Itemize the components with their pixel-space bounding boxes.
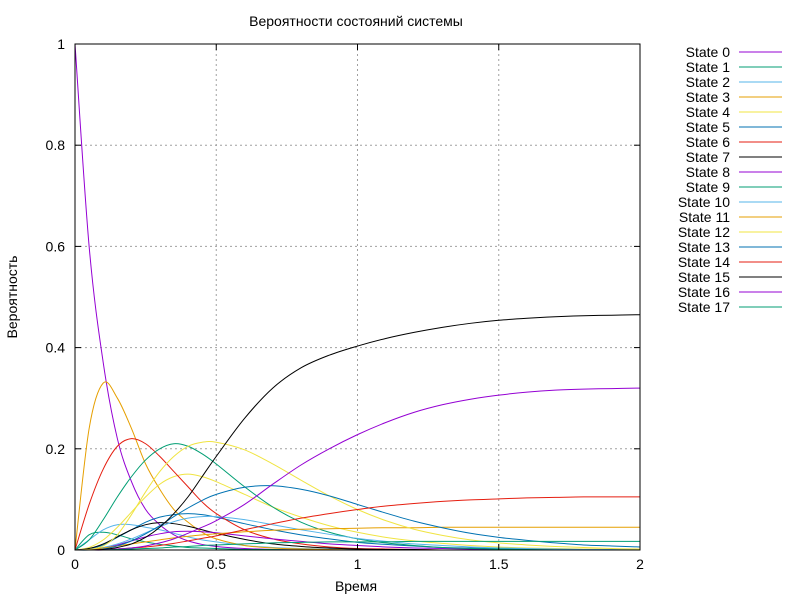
series-line-state-9	[74, 443, 640, 551]
series-line-state-10	[74, 515, 640, 551]
series-line-state-13	[74, 485, 641, 551]
legend-label: State 11	[679, 209, 730, 225]
legend-label: State 1	[686, 59, 731, 75]
legend-label: State 17	[678, 299, 730, 315]
legend-label: State 16	[678, 284, 730, 300]
legend-label: State 0	[686, 44, 731, 60]
series-line-state-17	[74, 540, 640, 551]
legend-label: State 9	[686, 179, 731, 195]
legend-label: State 4	[686, 104, 731, 120]
y-tick-label: 0	[57, 542, 65, 558]
x-tick-label: 0	[71, 556, 79, 572]
legend-label: State 15	[678, 269, 730, 285]
grid	[75, 44, 640, 550]
y-tick-label: 0.6	[46, 238, 66, 254]
series-line-state-15	[74, 314, 641, 551]
x-tick-label: 1	[354, 556, 362, 572]
legend-label: State 6	[686, 134, 731, 150]
legend-label: State 3	[686, 89, 731, 105]
legend-label: State 10	[678, 194, 730, 210]
legend-label: State 7	[686, 149, 731, 165]
y-axis-label: Вероятность	[4, 256, 20, 339]
x-axis-label: Время	[335, 578, 377, 594]
x-tick-label: 0.5	[207, 556, 227, 572]
legend-label: State 5	[686, 119, 731, 135]
axis-ticks: 0 0.5 1 1.5 2 0 0.2 0.4 0.6 0.8 1	[46, 36, 645, 572]
y-tick-label: 0.4	[46, 340, 66, 356]
series-line-state-4	[74, 473, 641, 551]
x-tick-label: 2	[636, 556, 644, 572]
y-tick-label: 0.8	[46, 137, 66, 153]
legend-label: State 8	[686, 164, 731, 180]
legend-label: State 12	[678, 224, 730, 240]
x-tick-label: 1.5	[489, 556, 509, 572]
legend-label: State 13	[678, 239, 730, 255]
y-tick-label: 0.2	[46, 441, 66, 457]
chart-title: Вероятности состояний системы	[249, 13, 463, 29]
series-line-state-12	[74, 440, 641, 551]
legend-label: State 14	[678, 254, 730, 270]
legend-label: State 2	[686, 74, 731, 90]
y-tick-label: 1	[57, 36, 65, 52]
series-line-state-16	[74, 387, 641, 551]
